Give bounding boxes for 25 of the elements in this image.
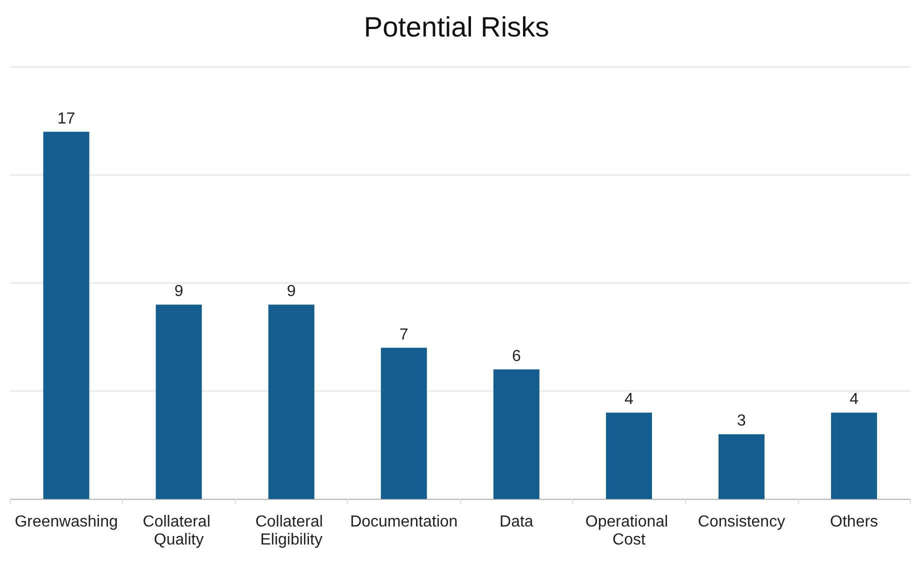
bar [156,304,202,499]
x-tick-label: Documentation [350,514,458,530]
bar [606,412,652,499]
x-tick-label: Data [500,514,534,530]
bar [718,434,765,499]
bar [380,348,427,499]
data-label: 7 [399,326,408,344]
x-tick-label: Others [830,514,878,530]
bar [831,412,878,499]
x-tick-label: Collateral Eligibility [255,514,328,548]
data-label: 3 [737,412,746,430]
data-label: 9 [286,283,296,300]
bar [43,132,90,499]
data-label: 4 [850,391,859,408]
chart-title: Potential Risks [364,12,550,42]
data-label: 6 [512,348,521,365]
bar [268,304,314,499]
data-label: 4 [624,391,634,408]
x-tick-label: Operational Cost [585,514,673,548]
bar [493,369,540,499]
x-tick-label: Collateral Quality [142,514,215,548]
x-tick-label: Consistency [698,514,786,530]
x-tick-label: Greenwashing [14,514,118,530]
data-label: 9 [174,283,184,300]
data-label: 17 [57,110,76,128]
